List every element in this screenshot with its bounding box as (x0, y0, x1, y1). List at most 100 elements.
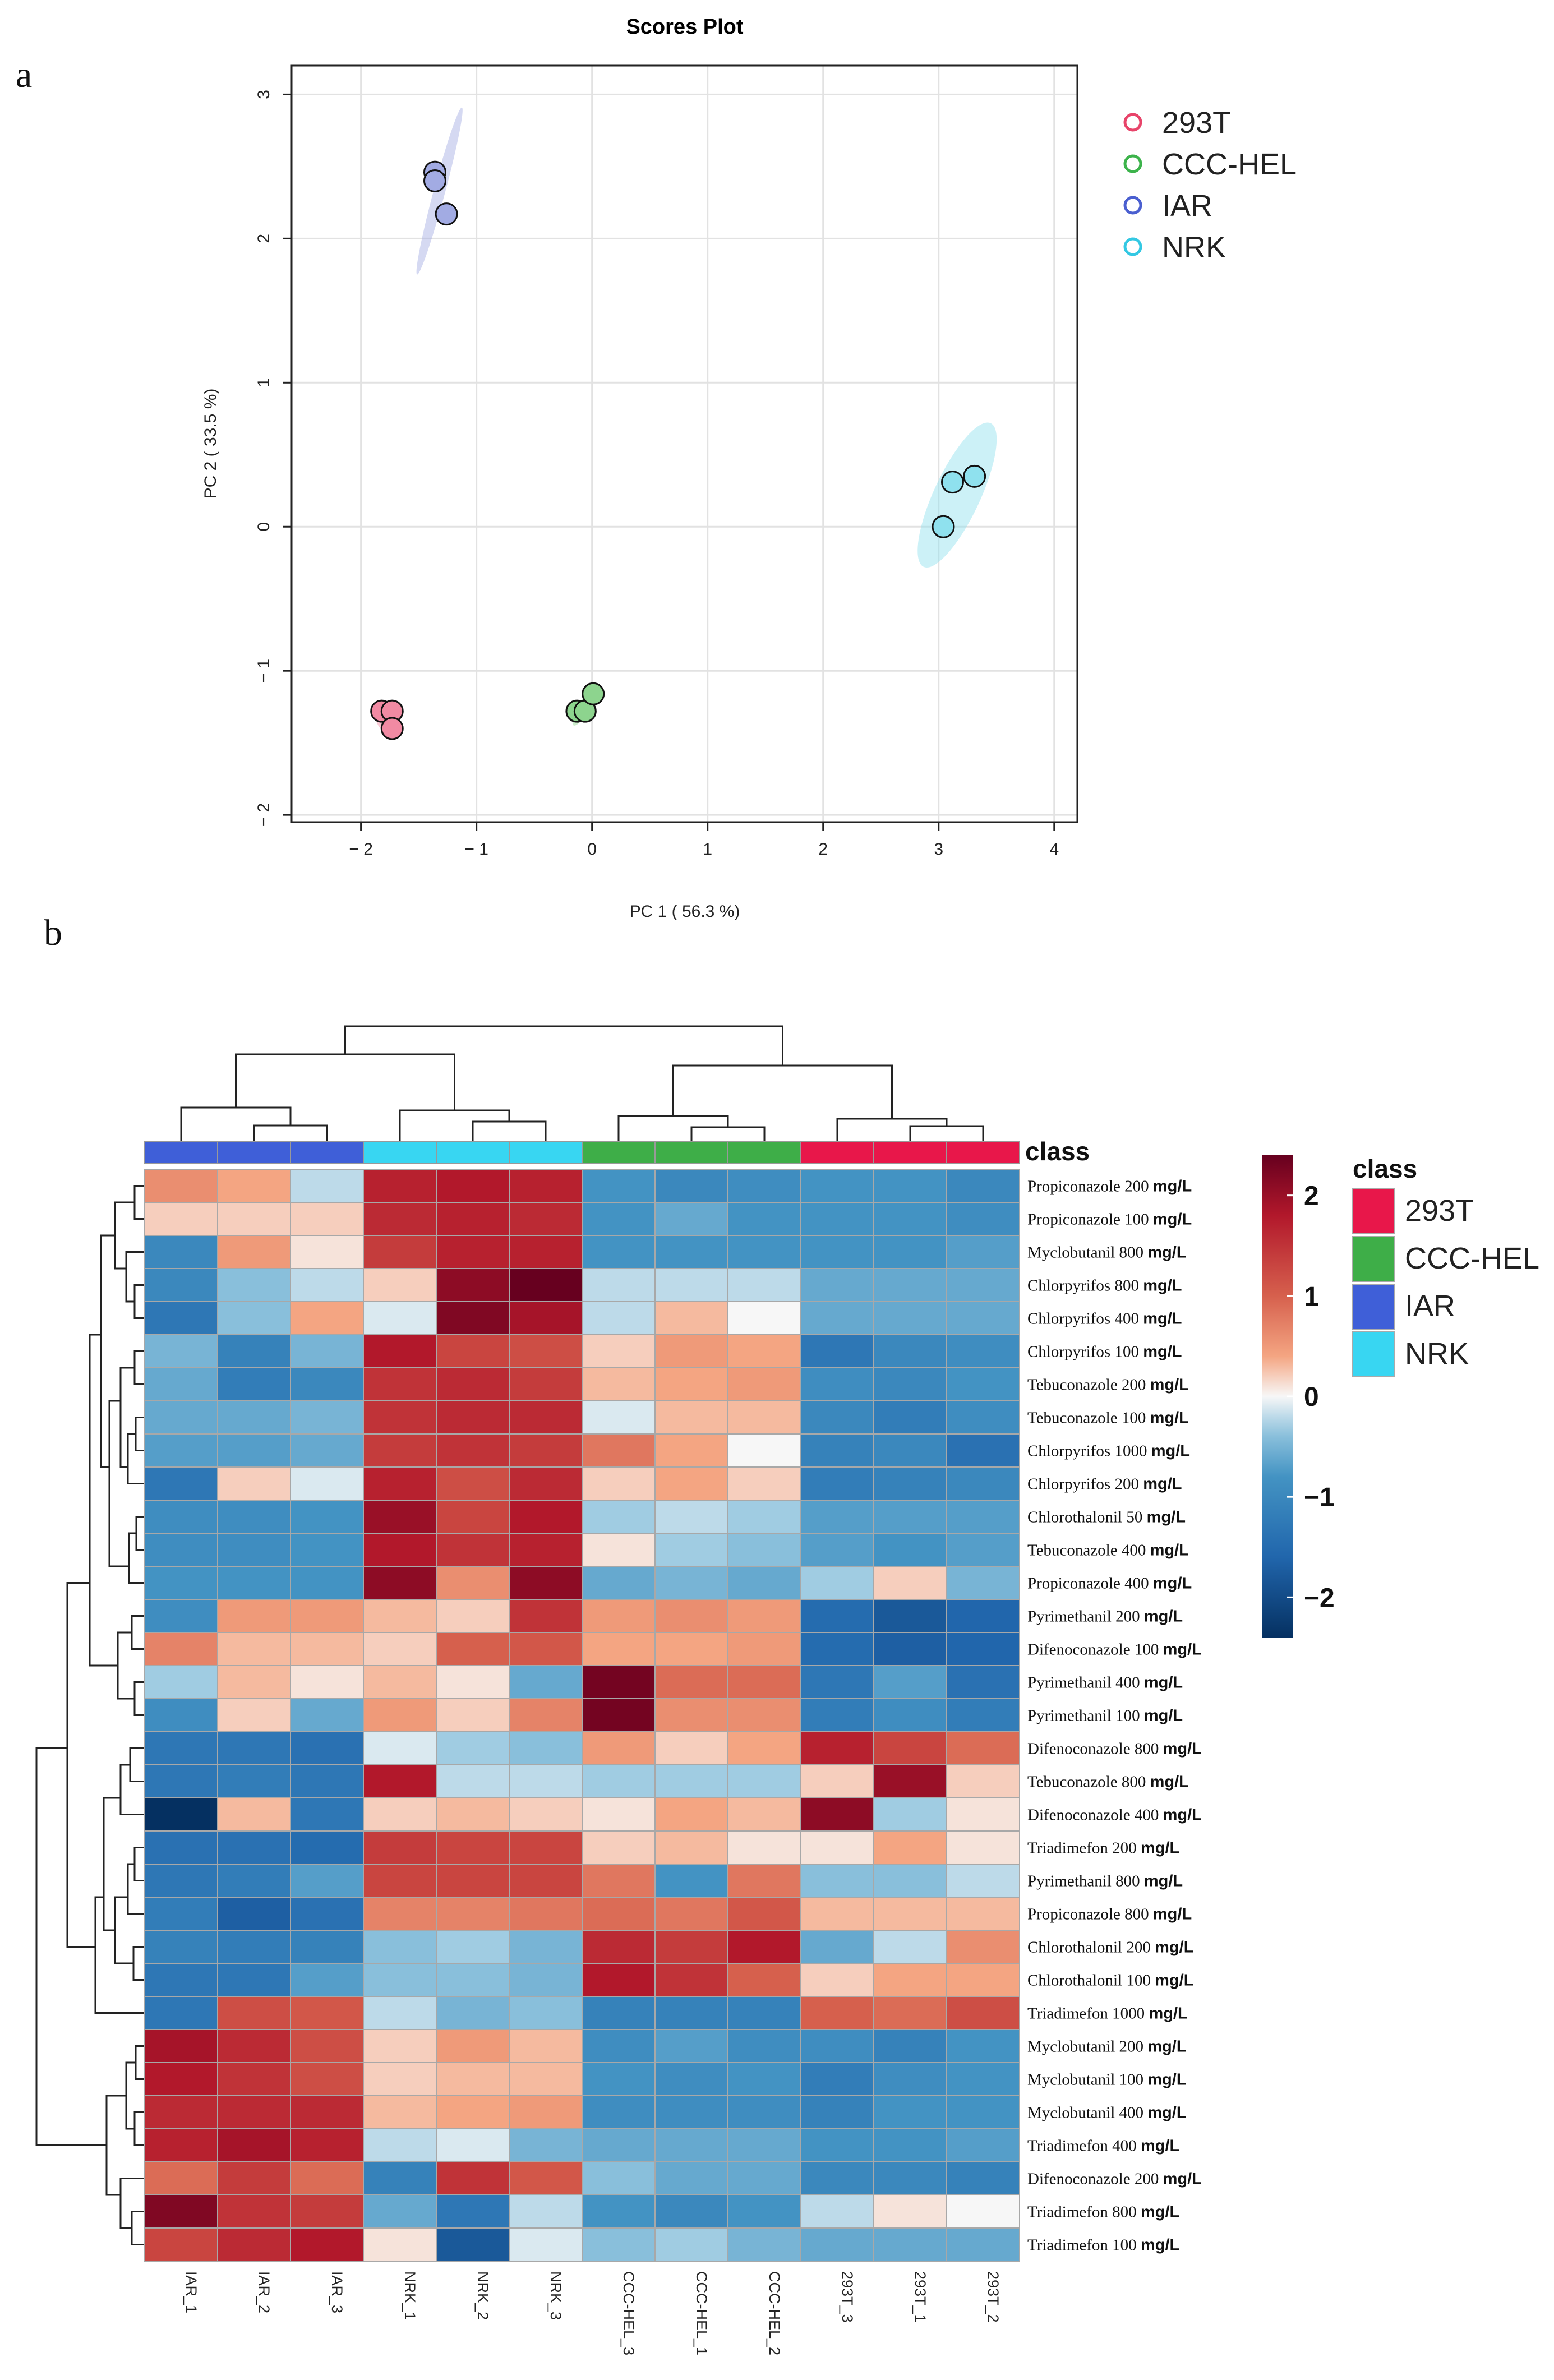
heatmap-cell (582, 1897, 656, 1931)
heatmap-cell (363, 2161, 437, 2195)
column-label: IAR_3 (329, 2271, 345, 2313)
row-dendro-link (35, 1747, 107, 2146)
heatmap-cell (436, 1433, 510, 1468)
row-label-unit: mg/L (1155, 1972, 1193, 1990)
heatmap-cell (363, 1698, 437, 1732)
heatmap-cell (509, 1698, 583, 1732)
class-bar-cell-CCC-HEL (654, 1141, 728, 1164)
heatmap-cell (509, 1797, 583, 1832)
heatmap-cell (727, 1268, 801, 1302)
heatmap-cell (800, 1599, 874, 1633)
scores-y-ticks: − 2 − 1 0 1 2 3 (255, 90, 292, 827)
heatmap-cell (946, 1367, 1020, 1401)
heatmap-cell (144, 1301, 218, 1335)
heatmap-cell (800, 1334, 874, 1368)
heatmap-cell (217, 1533, 291, 1567)
heatmap-cell (436, 1400, 510, 1435)
heatmap-cell (144, 1500, 218, 1534)
heatmap-cell (144, 1930, 218, 1964)
heatmap-cell (946, 1797, 1020, 1832)
heatmap-cell (217, 1500, 291, 1534)
class-legend-label-NRK: NRK (1405, 1337, 1469, 1371)
heatmap-cell (290, 1301, 364, 1335)
legend-marker-IAR (1123, 196, 1142, 215)
heatmap-cell (144, 1433, 218, 1468)
heatmap-cell (509, 1830, 583, 1865)
heatmap-cell (873, 1268, 947, 1302)
colorbar-tick-label: −2 (1304, 1583, 1335, 1613)
row-label-compound: Propiconazole 400 (1027, 1575, 1153, 1593)
heatmap-cell (873, 2227, 947, 2262)
heatmap-cell (436, 1235, 510, 1269)
heatmap-cell (363, 2095, 437, 2129)
heatmap-cell (290, 1897, 364, 1931)
heatmap-cell (800, 2227, 874, 2262)
heatmap-cell (946, 1500, 1020, 1534)
score-point-IAR (435, 202, 458, 226)
heatmap-cells (144, 1169, 1020, 2262)
row-label-compound: Propiconazole 800 (1027, 1906, 1153, 1924)
row-label-compound: Chlorothalonil 100 (1027, 1972, 1155, 1990)
row-label: Propiconazole 400 mg/L (1027, 1575, 1192, 1593)
heatmap-cell (800, 1301, 874, 1335)
heatmap-cell (436, 1599, 510, 1633)
heatmap-cell (873, 1433, 947, 1468)
row-label-unit: mg/L (1153, 1178, 1192, 1196)
heatmap-cell (946, 2227, 1020, 2262)
heatmap-cell (582, 1764, 656, 1798)
heatmap-cell (290, 1996, 364, 2030)
heatmap-cell (509, 1566, 583, 1600)
heatmap-cell (144, 1996, 218, 2030)
heatmap-cell (217, 2062, 291, 2096)
heatmap-cell (873, 1897, 947, 1931)
scores-legend: 293T CCC-HEL IAR NRK (1123, 106, 1297, 264)
row-label-compound: Chlorothalonil 200 (1027, 1939, 1155, 1957)
heatmap-cell (509, 1996, 583, 2030)
heatmap-cell (582, 2194, 656, 2229)
heatmap-cell (436, 1996, 510, 2030)
heatmap-cell (946, 1930, 1020, 1964)
heatmap-cell (873, 1632, 947, 1666)
heatmap-cell (363, 1764, 437, 1798)
heatmap-cell (946, 1963, 1020, 1997)
heatmap-cell (654, 1996, 728, 2030)
heatmap-cell (363, 2227, 437, 2262)
heatmap-cell (144, 2227, 218, 2262)
heatmap-cell (800, 1963, 874, 1997)
row-label: Chlorpyrifos 400 mg/L (1027, 1310, 1182, 1328)
heatmap-cell (436, 1566, 510, 1600)
heatmap-cell (144, 1599, 218, 1633)
scores-grid (292, 66, 1077, 822)
heatmap-cell (654, 1764, 728, 1798)
heatmap-cell (290, 1466, 364, 1501)
heatmap-cell (873, 1500, 947, 1534)
heatmap-cell (582, 1632, 656, 1666)
heatmap-cell (654, 1268, 728, 1302)
heatmap-cell (290, 2062, 364, 2096)
heatmap-cell (873, 2194, 947, 2229)
heatmap-cell (727, 1599, 801, 1633)
heatmap-cell (436, 1963, 510, 1997)
score-point-IAR (423, 169, 446, 193)
heatmap-cell (727, 1433, 801, 1468)
row-label-compound: Myclobutanil 100 (1027, 2071, 1147, 2089)
class-legend-label-IAR: IAR (1405, 1289, 1455, 1323)
heatmap-cell (946, 1533, 1020, 1567)
heatmap-cell (509, 1301, 583, 1335)
heatmap-cell (509, 1334, 583, 1368)
heatmap-cell (509, 1665, 583, 1699)
x-tick-label: 2 (818, 840, 828, 859)
heatmap-cell (727, 2194, 801, 2229)
heatmap-cell (800, 1533, 874, 1567)
class-legend-swatch-IAR (1352, 1284, 1395, 1330)
row-label-compound: Chlorothalonil 50 (1027, 1509, 1147, 1526)
row-dendro-link (89, 1334, 118, 1667)
heatmap-cell (873, 1334, 947, 1368)
heatmap-cell (509, 1897, 583, 1931)
heatmap-cell (363, 1400, 437, 1435)
heatmap-cell (800, 1930, 874, 1964)
heatmap-cell (509, 1466, 583, 1501)
row-label-compound: Difenoconazole 400 (1027, 1806, 1163, 1824)
row-label: Triadimefon 100 mg/L (1027, 2236, 1179, 2254)
heatmap-cell (217, 2029, 291, 2063)
